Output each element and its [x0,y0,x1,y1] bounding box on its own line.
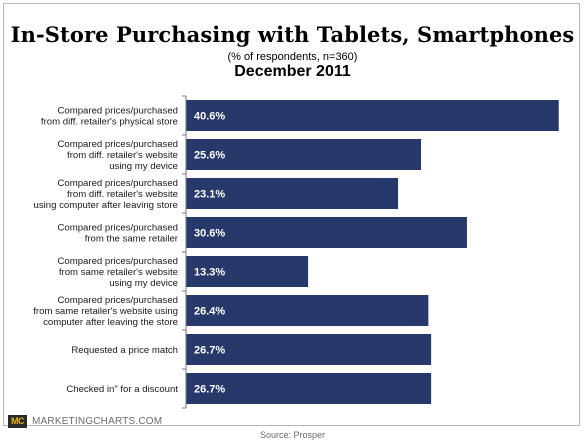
brand-text: MARKETINGCHARTS.COM [32,416,163,427]
chart-title: In-Store Purchasing with Tablets, Smartp… [10,22,575,47]
category-label: Requested a price match [71,345,178,356]
bar-value-label: 26.7% [194,384,225,396]
bar-value-label: 30.6% [194,228,225,240]
bar-value-label: 13.3% [194,267,225,279]
category-label: Compared prices/purchased from same retai… [57,256,178,289]
category-label: Compared prices/purchased from same retai… [33,295,178,328]
category-label: Compared prices/purchased from diff. reta… [33,178,178,211]
bar [186,178,399,209]
bar-value-label: 26.7% [194,345,225,357]
category-label: Compared prices/purchased from diff. reta… [41,106,178,128]
category-label: Checked in" for a discount [66,384,178,395]
bar [186,256,309,287]
bar-value-label: 23.1% [194,189,225,201]
category-label: Compared prices/purchased from the same r… [57,223,178,245]
bar [186,139,422,170]
bar-value-label: 40.6% [194,111,225,123]
bar [186,373,432,404]
bar [186,217,467,248]
chart-date: December 2011 [234,63,351,80]
bar [186,334,432,365]
bar [186,295,429,326]
source-note: Source: Prosper [259,430,326,440]
chart-subtitle: (% of respondents, n=360) [227,51,358,63]
marketingcharts-logo: MC [8,415,27,428]
bar-value-label: 25.6% [194,150,225,162]
category-label: Compared prices/purchased from diff. reta… [57,139,178,172]
bar [186,100,559,131]
bar-value-label: 26.4% [194,306,225,318]
